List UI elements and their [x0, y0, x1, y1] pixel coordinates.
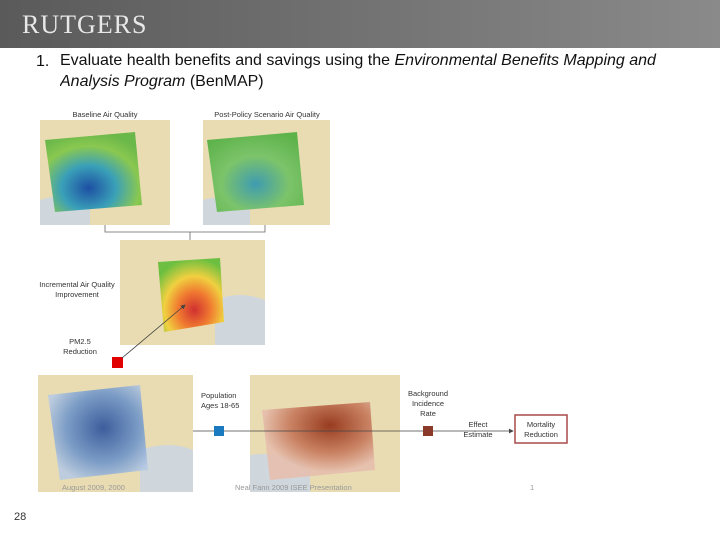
bracket — [104, 225, 266, 240]
blue-square — [214, 426, 224, 436]
text-italic: Environmental Benefits Mapping and Analy… — [60, 52, 656, 90]
red-square — [112, 357, 123, 368]
map-baseline — [40, 120, 170, 225]
page-number: 28 — [14, 511, 26, 523]
label: PM2.5 — [69, 337, 91, 346]
arrow — [121, 304, 186, 359]
map-population — [38, 375, 193, 492]
brown-square — [423, 426, 433, 436]
text: (BenMAP) — [185, 73, 264, 90]
map-incremental — [120, 240, 265, 345]
label: Post-Policy Scenario Air Quality — [214, 110, 320, 119]
label: Ages 18-65 — [201, 401, 239, 410]
label: Rate — [420, 409, 436, 418]
label: Incidence — [412, 399, 444, 408]
label: Mortality — [527, 420, 556, 429]
label: Reduction — [63, 347, 97, 356]
label: Effect — [468, 420, 488, 429]
bullet-text: Evaluate health benefits and savings usi… — [60, 50, 680, 92]
label: Estimate — [463, 430, 492, 439]
label: Background — [408, 389, 448, 398]
label: Incremental Air Quality — [39, 280, 115, 289]
logo: RUTGERS — [22, 10, 147, 39]
text: Evaluate health benefits and savings usi… — [60, 52, 395, 69]
header-bar — [0, 0, 720, 48]
map-mortality — [250, 375, 400, 492]
map-post — [203, 120, 330, 225]
label: Baseline Air Quality — [72, 110, 137, 119]
footer-left: August 2009, 2000 — [62, 483, 125, 492]
label: Improvement — [55, 290, 100, 299]
bullet-box: Evaluate health benefits and savings usi… — [60, 50, 680, 92]
bullet-number: 1. — [36, 53, 49, 70]
label: Reduction — [524, 430, 558, 439]
footer-center: Neal Fann 2009 ISEE Presentation — [235, 483, 352, 492]
mortality-box — [514, 414, 568, 444]
label: Population — [201, 391, 236, 400]
footer-right: 1 — [530, 483, 534, 492]
